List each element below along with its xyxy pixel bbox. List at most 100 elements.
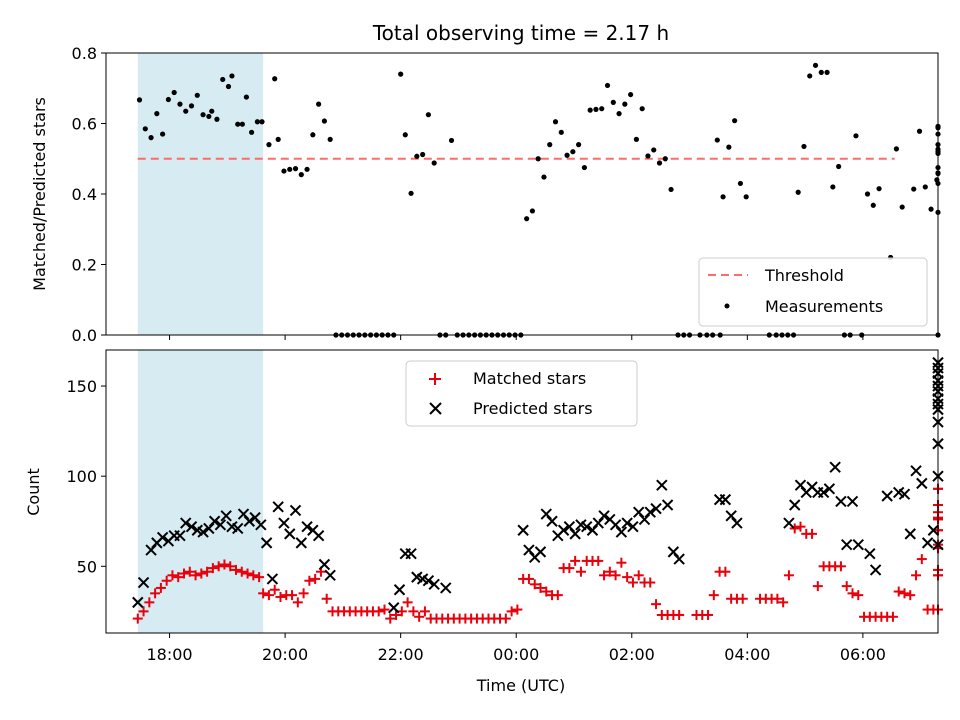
top-panel: Total observing time = 2.17 h 0.00.20.40…: [30, 21, 941, 345]
measurement-point: [645, 153, 651, 159]
predicted-star-marker: [517, 524, 529, 536]
matched-star-marker: [564, 563, 575, 574]
measurement-point: [535, 156, 541, 162]
measurement-point: [628, 91, 634, 98]
predicted-star-marker: [405, 547, 417, 560]
measurement-point: [726, 144, 732, 150]
predicted-star-marker: [145, 544, 157, 556]
predicted-stars-points: [132, 356, 944, 614]
predicted-star-marker: [719, 493, 732, 506]
measurement-point: [275, 136, 281, 142]
measurement-point: [541, 174, 547, 180]
predicted-star-marker: [644, 506, 656, 518]
matched-star-marker: [248, 570, 259, 581]
predicted-star-marker: [586, 524, 599, 536]
measurement-point: [327, 136, 333, 142]
predicted-star-marker: [540, 508, 552, 520]
predicted-star-marker: [783, 517, 795, 529]
matched-star-marker: [144, 597, 155, 608]
measurement-point: [633, 136, 640, 142]
matched-star-marker: [853, 590, 864, 601]
measurement-point: [899, 204, 905, 210]
measurement-point: [304, 166, 310, 172]
matched-star-marker: [219, 559, 230, 570]
matched-star-marker: [385, 613, 396, 624]
matched-star-marker: [899, 588, 910, 599]
predicted-star-marker: [203, 522, 215, 535]
predicted-star-marker: [569, 528, 581, 540]
predicted-star-marker: [440, 582, 452, 594]
top-y-ticks: 0.0 0.2 0.4 0.6 0.8: [72, 44, 106, 345]
matched-star-marker: [150, 588, 161, 599]
predicted-star-marker: [422, 575, 435, 587]
top-x-ticks: [169, 335, 864, 340]
measurement-point: [398, 71, 404, 77]
measurement-point: [552, 119, 559, 125]
predicted-star-marker: [272, 501, 284, 513]
matched-star-marker: [523, 573, 534, 584]
measurement-point: [188, 103, 195, 109]
predicted-star-marker: [295, 537, 307, 549]
matched-star-marker: [633, 570, 644, 581]
measurement-point: [321, 118, 327, 124]
matched-star-marker: [778, 597, 789, 608]
measurement-point: [420, 151, 426, 158]
predicted-star-marker: [546, 515, 558, 527]
top-highlight-span: [137, 53, 264, 335]
matched-star-marker: [132, 613, 143, 624]
measurement-point: [316, 101, 322, 107]
predicted-star-marker: [621, 517, 633, 529]
predicted-star-marker: [388, 602, 400, 614]
matched-star-marker: [138, 606, 149, 617]
matched-star-marker: [622, 572, 633, 583]
matched-star-marker: [254, 572, 265, 583]
matched-star-marker: [599, 570, 610, 581]
legend-threshold-label: Threshold: [764, 266, 844, 285]
predicted-star-marker: [835, 495, 847, 508]
predicted-star-marker: [650, 502, 662, 515]
matched-star-marker: [645, 577, 656, 588]
measurement-point: [576, 142, 582, 148]
predicted-star-marker: [232, 522, 244, 535]
x-axis-label: Time (UTC): [476, 676, 565, 695]
matched-star-marker: [321, 593, 332, 604]
measurement-point: [639, 106, 645, 112]
matched-star-marker: [610, 570, 621, 581]
matched-star-marker: [402, 597, 413, 608]
matched-star-marker: [184, 566, 195, 577]
predicted-star-marker: [174, 529, 186, 542]
predicted-star-marker: [289, 504, 302, 517]
matched-star-marker: [379, 604, 390, 615]
predicted-star-marker: [301, 520, 313, 533]
measurement-point: [266, 142, 272, 148]
y-tick-label: 0.2: [72, 256, 97, 275]
legend-measurements-swatch: [724, 303, 730, 309]
measurement-point: [136, 97, 143, 103]
matched-star-marker: [720, 566, 731, 577]
measurement-point: [298, 172, 304, 178]
matched-star-marker: [916, 554, 927, 565]
legend-matched-swatch: [429, 373, 441, 385]
measurement-point: [194, 92, 200, 98]
y-tick-label: 0.4: [72, 185, 97, 204]
measurement-point: [812, 62, 819, 68]
matched-star-marker: [391, 609, 402, 620]
predicted-star-marker: [869, 564, 882, 576]
x-tick-label: 18:00: [147, 645, 193, 664]
predicted-star-marker: [581, 520, 593, 533]
measurement-point: [287, 166, 293, 172]
matched-star-marker: [179, 568, 189, 579]
measurement-point: [587, 107, 593, 113]
y-tick-label: 50: [77, 557, 97, 576]
bottom-highlight-span: [137, 350, 264, 633]
measurement-point: [547, 142, 553, 148]
predicted-star-marker: [137, 576, 150, 589]
matched-star-marker: [893, 586, 904, 597]
matched-star-marker: [173, 572, 184, 583]
measurement-point: [408, 190, 414, 196]
matched-star-marker: [506, 606, 517, 617]
predicted-star-marker: [266, 573, 279, 585]
predicted-star-marker: [393, 584, 406, 596]
predicted-star-marker: [841, 538, 853, 551]
